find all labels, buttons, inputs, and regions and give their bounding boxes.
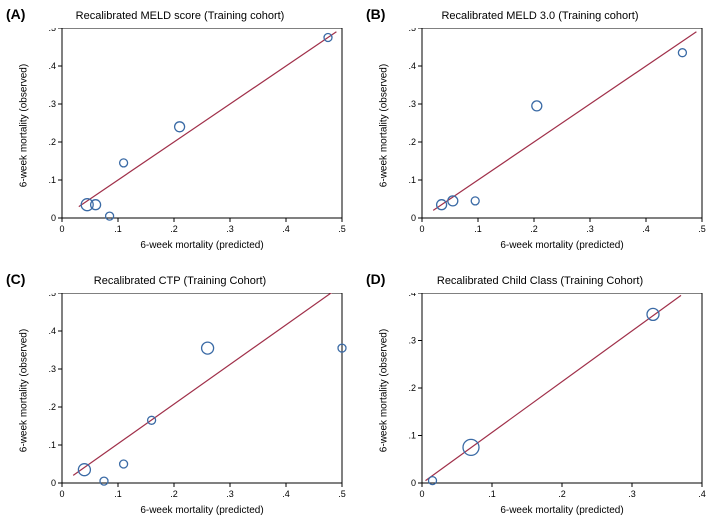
svg-text:.2: .2 [558,489,566,499]
panel-title: Recalibrated Child Class (Training Cohor… [360,275,720,287]
svg-text:.3: .3 [226,489,234,499]
svg-text:.2: .2 [48,402,56,412]
svg-text:.4: .4 [282,489,290,499]
y-axis-label: 6-week mortality (observed) [19,46,30,206]
svg-text:.1: .1 [48,440,56,450]
svg-text:0: 0 [419,224,424,234]
svg-text:.4: .4 [698,489,706,499]
svg-text:.3: .3 [408,335,416,345]
calibration-plot: 0 .1 .2 .3 .4 .5 0 .1 .2 .3 .4 .5 [392,28,712,243]
svg-text:.1: .1 [114,489,122,499]
svg-text:.2: .2 [170,489,178,499]
panel-d: (D)Recalibrated Child Class (Training Co… [360,265,720,529]
calibration-plot: 0 .1 .2 .3 .4 .5 0 .1 .2 .3 .4 .5 [32,293,352,508]
panel-b: (B)Recalibrated MELD 3.0 (Training cohor… [360,0,720,265]
calibration-plot: 0 .1 .2 .3 .4 .5 0 .1 .2 .3 .4 .5 [32,28,352,243]
panel-title: Recalibrated CTP (Training Cohort) [0,275,360,287]
y-axis-label: 6-week mortality (observed) [19,310,30,470]
svg-text:.2: .2 [408,137,416,147]
svg-text:0: 0 [411,478,416,488]
svg-text:.3: .3 [48,99,56,109]
svg-text:.4: .4 [408,61,416,71]
svg-text:.2: .2 [170,224,178,234]
svg-text:.1: .1 [48,175,56,185]
svg-text:.1: .1 [408,430,416,440]
svg-text:.1: .1 [114,224,122,234]
calibration-plot: 0 .1 .2 .3 .4 0 .1 .2 .3 .4 [392,293,712,508]
svg-text:.1: .1 [408,175,416,185]
svg-text:.2: .2 [408,383,416,393]
svg-text:.3: .3 [226,224,234,234]
svg-text:0: 0 [51,213,56,223]
svg-text:.5: .5 [338,489,346,499]
svg-text:.5: .5 [338,224,346,234]
svg-text:.5: .5 [48,28,56,33]
panel-title: Recalibrated MELD 3.0 (Training cohort) [360,10,720,22]
svg-text:.4: .4 [642,224,650,234]
svg-text:.1: .1 [488,489,496,499]
y-axis-label: 6-week mortality (observed) [379,46,390,206]
panel-a: (A)Recalibrated MELD score (Training coh… [0,0,360,265]
svg-text:0: 0 [411,213,416,223]
y-axis-label: 6-week mortality (observed) [379,310,390,470]
svg-text:.4: .4 [48,61,56,71]
svg-text:.4: .4 [282,224,290,234]
svg-text:.3: .3 [628,489,636,499]
svg-text:.1: .1 [474,224,482,234]
svg-text:0: 0 [59,489,64,499]
svg-text:.3: .3 [408,99,416,109]
svg-text:.2: .2 [48,137,56,147]
svg-text:.4: .4 [408,293,416,298]
svg-text:.3: .3 [586,224,594,234]
svg-text:.5: .5 [698,224,706,234]
svg-text:.3: .3 [48,364,56,374]
svg-text:0: 0 [59,224,64,234]
svg-text:.5: .5 [48,293,56,298]
svg-text:0: 0 [51,478,56,488]
svg-text:.2: .2 [530,224,538,234]
svg-text:.5: .5 [408,28,416,33]
panel-c: (C)Recalibrated CTP (Training Cohort)6-w… [0,265,360,529]
svg-text:0: 0 [419,489,424,499]
panel-title: Recalibrated MELD score (Training cohort… [0,10,360,22]
svg-text:.4: .4 [48,326,56,336]
